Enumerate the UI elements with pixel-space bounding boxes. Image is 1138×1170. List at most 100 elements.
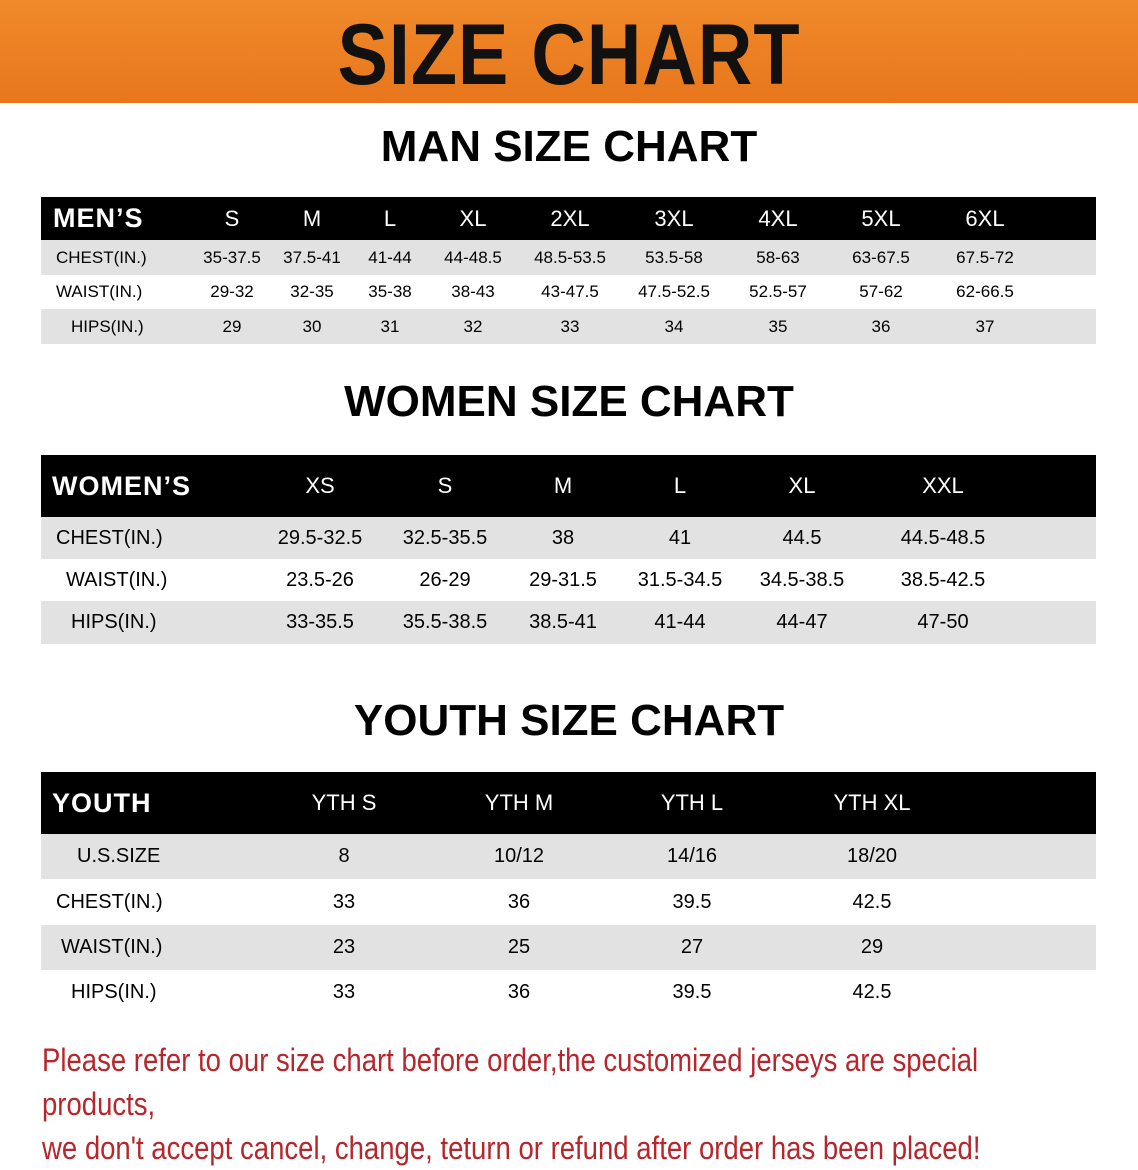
table-title-cell: MEN’S	[53, 203, 144, 233]
table-cell: 35-38	[368, 282, 412, 301]
size-header: YTH XL	[833, 790, 911, 815]
table-cell: 32	[463, 316, 483, 336]
table-cell: 39.5	[672, 890, 712, 913]
row-label: HIPS(IN.)	[71, 316, 144, 336]
table-cell: 35-37.5	[203, 247, 261, 267]
table-cell: 36	[871, 316, 891, 336]
table-row: HIPS(IN.) 33 36 39.5 42.5	[41, 970, 1096, 1015]
table-cell: 44.5	[782, 526, 822, 549]
row-label: CHEST(IN.)	[56, 890, 163, 913]
table-title-cell: WOMEN’S	[52, 470, 191, 501]
size-header: M	[302, 205, 322, 231]
table-cell: 30	[302, 316, 322, 336]
table-cell: 37	[975, 316, 995, 336]
table-cell: 37.5-41	[283, 247, 341, 267]
table-cell: 29-32	[210, 282, 254, 301]
table-cell: 53.5-58	[645, 247, 703, 267]
table-cell: 48.5-53.5	[534, 247, 606, 267]
table-row: HIPS(IN.) 33-35.5 35.5-38.5 38.5-41 41-44 44-…	[41, 601, 1096, 644]
table-cell: 23	[332, 936, 356, 958]
size-header: S	[437, 473, 453, 498]
table-row: U.S.SIZE 8 10/12 14/16 18/20	[41, 834, 1096, 879]
table-cell: 47-50	[917, 611, 969, 633]
table-cell: 35.5-38.5	[402, 611, 488, 633]
table-cell: 31	[380, 316, 400, 336]
table-header-row: MEN’S S M L XL 2XL 3XL 4XL 5XL 6XL	[41, 197, 1096, 240]
table-cell: 34	[664, 316, 684, 336]
table-cell: 29	[860, 936, 884, 958]
size-header: M	[553, 473, 573, 498]
size-header: L	[383, 205, 397, 231]
row-label: CHEST(IN.)	[56, 526, 163, 549]
table-cell: 42.5	[852, 981, 892, 1003]
table-cell: 39.5	[672, 981, 712, 1003]
table-cell: 8	[338, 845, 350, 867]
table-cell: 10/12	[493, 845, 545, 867]
row-label: HIPS(IN.)	[71, 981, 157, 1003]
women-title: WOMEN SIZE CHART	[344, 377, 794, 426]
table-cell: 29-31.5	[529, 568, 597, 591]
size-header: 5XL	[861, 205, 901, 231]
table-cell: 43-47.5	[541, 282, 599, 301]
size-header: XL	[459, 205, 487, 231]
table-cell: 33	[560, 316, 580, 336]
table-cell: 63-67.5	[852, 247, 910, 267]
row-label: HIPS(IN.)	[71, 611, 157, 633]
table-row: WAIST(IN.) 23.5-26 26-29 29-31.5 31.5-34.5 34…	[41, 559, 1096, 601]
banner-title: SIZE CHART	[337, 7, 801, 103]
table-header-row: YOUTH YTH S YTH M YTH L YTH XL	[41, 772, 1096, 834]
table-row: WAIST(IN.) 29-32 32-35 35-38 38-43 43-47.5 47.…	[41, 275, 1096, 309]
table-cell: 58-63	[756, 247, 800, 267]
row-label: CHEST(IN.)	[56, 247, 147, 267]
table-cell: 42.5	[852, 890, 892, 913]
table-row: CHEST(IN.) 33 36 39.5 42.5	[41, 879, 1096, 925]
size-header: 3XL	[654, 205, 694, 231]
row-label: U.S.SIZE	[77, 845, 161, 867]
table-cell: 27	[680, 936, 704, 958]
notice-line: we don't accept cancel, change, teturn o…	[42, 1130, 981, 1166]
size-header: YTH M	[484, 790, 554, 815]
table-cell: 33-35.5	[286, 611, 354, 633]
table-cell: 23.5-26	[286, 568, 354, 591]
table-cell: 14/16	[666, 845, 718, 867]
row-label: WAIST(IN.)	[66, 568, 168, 591]
size-header: 2XL	[550, 205, 590, 231]
notice-line: Please refer to our size chart before or…	[42, 1042, 979, 1122]
table-cell: 62-66.5	[956, 282, 1014, 301]
table-cell: 44-47	[776, 611, 828, 633]
banner: SIZE CHART	[0, 0, 1138, 103]
table-header-row: WOMEN’S XS S M L XL XXL	[41, 455, 1096, 517]
table-row: HIPS(IN.) 29 30 31 32 33 34 35 36 37	[41, 309, 1096, 344]
table-cell: 44.5-48.5	[900, 526, 986, 549]
size-header: XS	[305, 473, 335, 498]
table-row: WAIST(IN.) 23 25 27 29	[41, 925, 1096, 970]
youth-title: YOUTH SIZE CHART	[353, 696, 785, 745]
table-cell: 35	[768, 316, 788, 336]
table-cell: 57-62	[859, 282, 903, 301]
row-label: WAIST(IN.)	[56, 282, 143, 301]
table-cell: 41-44	[654, 611, 706, 633]
table-cell: 32.5-35.5	[402, 526, 488, 549]
row-label: WAIST(IN.)	[61, 936, 163, 958]
table-cell: 47.5-52.5	[638, 282, 710, 301]
table-cell: 31.5-34.5	[637, 568, 723, 591]
size-header: S	[224, 205, 240, 231]
table-cell: 33	[332, 981, 356, 1003]
men-title: MAN SIZE CHART	[380, 122, 758, 171]
table-cell: 41-44	[368, 247, 412, 267]
table-cell: 52.5-57	[749, 282, 807, 301]
size-header: 6XL	[965, 205, 1005, 231]
table-cell: 38	[551, 526, 575, 549]
size-header: L	[673, 473, 687, 498]
table-cell: 34.5-38.5	[759, 568, 845, 591]
table-cell: 41	[668, 526, 692, 549]
table-cell: 36	[507, 890, 531, 913]
table-cell: 18/20	[846, 845, 898, 867]
table-cell: 36	[507, 981, 531, 1003]
size-header: YTH L	[660, 790, 724, 815]
order-notice: Please refer to our size chart before or…	[42, 1038, 1074, 1170]
table-cell: 38.5-41	[529, 611, 597, 633]
table-cell: 29	[222, 316, 242, 336]
table-row: CHEST(IN.) 29.5-32.5 32.5-35.5 38 41 44.5 44.5…	[41, 517, 1096, 559]
table-cell: 29.5-32.5	[277, 526, 363, 549]
